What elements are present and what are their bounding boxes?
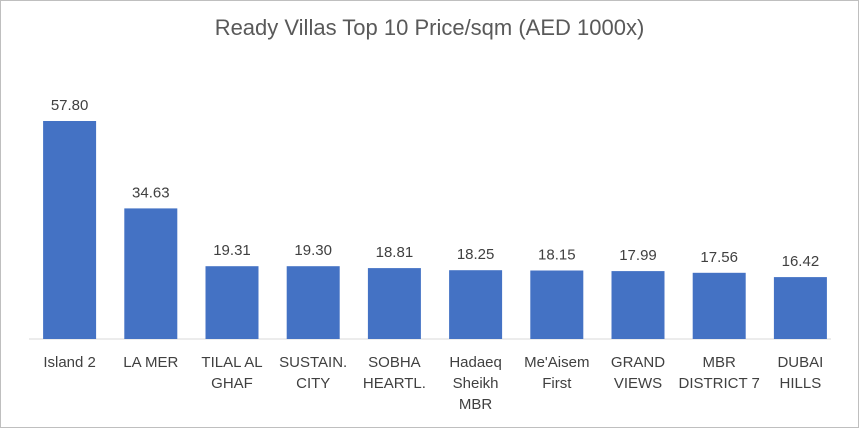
category-label-10: DUBAI HILLS <box>777 354 823 392</box>
bar-5 <box>367 268 421 339</box>
value-label-5: 18.81 <box>376 244 414 261</box>
value-label-1: 57.80 <box>51 97 89 114</box>
bar-7 <box>530 270 584 339</box>
bar-6 <box>449 270 503 339</box>
bars-group <box>43 121 827 339</box>
value-label-6: 18.25 <box>457 246 495 263</box>
value-label-9: 17.56 <box>700 249 738 266</box>
value-label-2: 34.63 <box>132 184 170 201</box>
category-label-7: Me'Aisem First <box>524 354 589 392</box>
category-label-5: SOBHA HEARTL. <box>363 354 426 392</box>
bar-10 <box>773 277 827 339</box>
value-label-7: 18.15 <box>538 247 576 264</box>
bar-2 <box>124 208 178 339</box>
category-label-6: Hadaeq Sheikh MBR <box>449 354 502 413</box>
category-labels-group: Island 2 LA MER TILAL AL GHAF SUSTAIN. CITY SO… <box>43 354 823 413</box>
bar-8 <box>611 271 665 339</box>
category-label-1: Island 2 <box>43 354 96 371</box>
value-labels-group: 57.80 34.63 19.31 19.30 18.81 18.25 18.15 17.99… <box>51 97 819 270</box>
category-label-2: LA MER <box>123 354 178 371</box>
category-label-4: SUSTAIN. CITY <box>279 354 347 392</box>
chart-title: Ready Villas Top 10 Price/sqm (AED 1000x… <box>214 15 645 40</box>
bar-1 <box>43 121 97 339</box>
category-label-9: MBR DISTRICT 7 <box>678 354 759 392</box>
bar-4 <box>286 266 340 339</box>
value-label-3: 19.31 <box>213 242 251 259</box>
bar-3 <box>205 266 259 339</box>
category-label-3: TILAL AL GHAF <box>201 354 262 392</box>
value-label-10: 16.42 <box>782 253 820 270</box>
category-label-8: GRAND VIEWS <box>611 354 665 392</box>
value-label-4: 19.30 <box>294 242 332 259</box>
value-label-8: 17.99 <box>619 247 657 264</box>
bar-9 <box>692 272 746 339</box>
